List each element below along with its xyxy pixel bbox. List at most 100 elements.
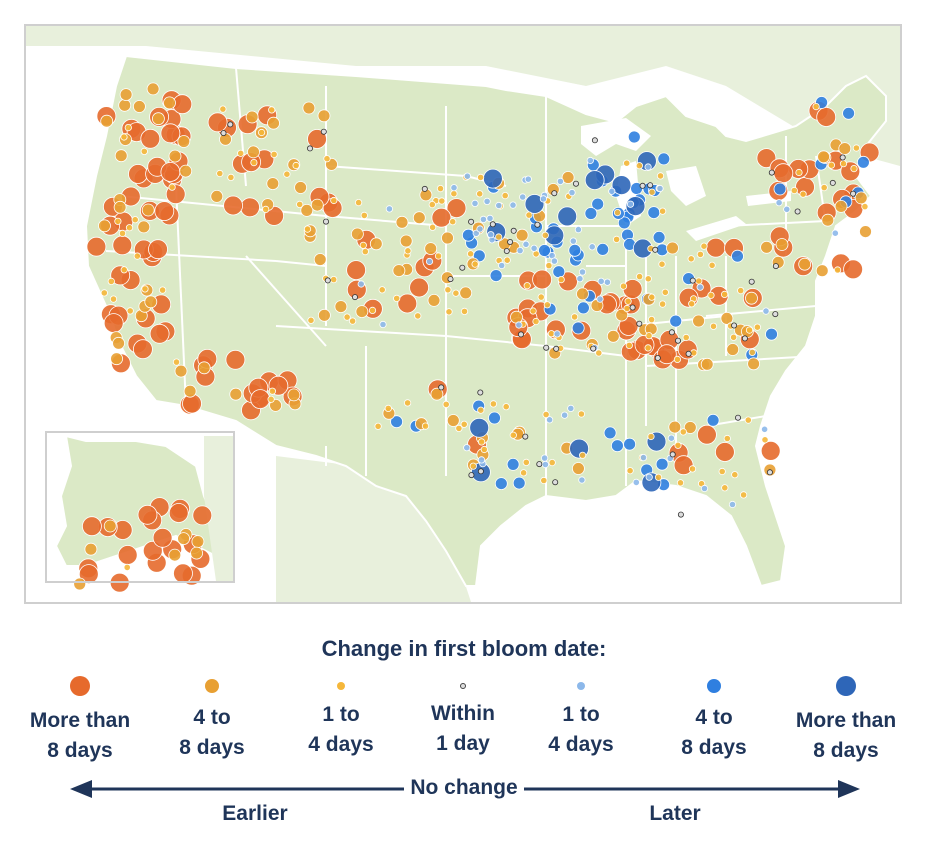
site-marker: [524, 194, 545, 214]
legend-swatch: [836, 676, 856, 696]
site-marker: [428, 223, 437, 231]
site-marker: [636, 320, 643, 327]
site-marker: [323, 155, 331, 163]
site-marker: [588, 243, 596, 251]
site-marker: [463, 444, 471, 452]
site-marker: [294, 181, 308, 194]
site-marker: [446, 414, 460, 427]
site-marker: [658, 260, 666, 268]
legend-label: More than 8 days: [795, 709, 897, 762]
site-marker: [682, 333, 690, 342]
site-marker: [760, 240, 773, 254]
site-marker: [84, 542, 98, 556]
site-marker: [815, 264, 829, 278]
site-marker: [489, 400, 497, 408]
site-marker: [690, 349, 698, 357]
site-marker: [379, 320, 387, 329]
site-marker: [578, 476, 586, 484]
site-marker: [843, 259, 863, 280]
site-marker: [471, 199, 479, 207]
no-change-text: No change: [404, 776, 524, 799]
site-marker: [461, 228, 475, 242]
site-marker: [207, 112, 228, 133]
site-marker: [320, 128, 327, 135]
site-marker: [414, 312, 422, 320]
site-marker: [720, 311, 734, 325]
site-marker: [557, 206, 578, 227]
site-marker: [479, 215, 487, 223]
site-marker: [572, 462, 585, 475]
site-marker: [522, 458, 530, 466]
site-marker: [477, 468, 484, 475]
site-marker: [850, 165, 858, 173]
site-marker: [267, 116, 280, 130]
site-marker: [556, 177, 565, 185]
site-marker: [654, 354, 661, 361]
site-marker: [542, 410, 550, 419]
legend-swatch: [70, 676, 90, 696]
site-marker: [515, 228, 529, 242]
site-marker: [623, 437, 636, 451]
lake-erie: [686, 216, 746, 241]
site-marker: [700, 484, 709, 493]
site-marker: [692, 314, 705, 328]
site-marker: [191, 535, 205, 548]
site-marker: [266, 177, 280, 191]
site-marker: [661, 288, 669, 296]
site-marker: [721, 484, 729, 492]
legend-label: More than 8 days: [29, 709, 131, 762]
site-marker: [647, 315, 656, 324]
site-marker: [574, 226, 583, 234]
site-marker: [168, 183, 176, 191]
site-marker: [656, 344, 677, 365]
no-change-label: No change: [0, 776, 928, 800]
site-marker: [576, 287, 589, 301]
site-marker: [696, 283, 704, 291]
site-marker: [817, 150, 830, 164]
site-marker: [434, 252, 443, 260]
site-marker: [747, 357, 760, 371]
lake-huron: [666, 166, 706, 206]
site-marker: [668, 420, 682, 434]
site-marker: [591, 197, 605, 211]
site-marker: [502, 403, 510, 411]
site-marker: [507, 238, 514, 245]
site-marker: [384, 404, 392, 412]
site-marker: [476, 225, 484, 233]
canada-land: [26, 26, 900, 166]
site-marker: [137, 504, 158, 525]
site-marker: [216, 169, 224, 178]
legend-swatch: [205, 679, 219, 693]
site-marker: [501, 192, 509, 200]
site-marker: [541, 231, 549, 239]
site-marker: [652, 230, 666, 244]
site-marker: [287, 388, 301, 402]
site-marker: [696, 250, 705, 258]
site-marker: [137, 220, 151, 234]
site-marker: [482, 168, 503, 189]
site-marker: [510, 310, 523, 324]
site-marker: [626, 200, 635, 208]
site-marker: [613, 209, 622, 217]
site-marker: [459, 264, 466, 271]
site-marker: [669, 314, 683, 328]
site-marker: [438, 384, 445, 391]
site-marker: [303, 225, 312, 233]
site-marker: [476, 173, 485, 181]
arrow-right-icon: [838, 780, 860, 798]
site-marker: [617, 216, 631, 230]
site-marker: [622, 279, 643, 299]
site-marker: [317, 308, 331, 322]
site-marker: [854, 191, 868, 205]
legend-swatch: [577, 682, 585, 690]
site-marker: [639, 453, 648, 462]
site-marker: [597, 277, 605, 285]
site-marker: [709, 322, 718, 330]
site-marker: [838, 142, 852, 155]
site-marker: [452, 289, 460, 297]
site-marker: [223, 195, 244, 216]
site-marker: [310, 198, 324, 212]
site-marker: [548, 458, 556, 467]
site-marker: [126, 307, 134, 315]
site-marker: [775, 199, 783, 207]
